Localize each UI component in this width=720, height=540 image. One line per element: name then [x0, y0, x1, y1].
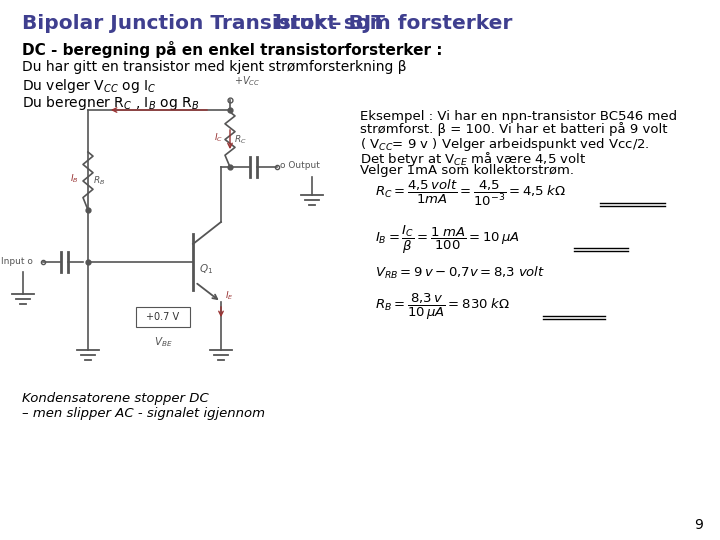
- Text: – men slipper AC - signalet igjennom: – men slipper AC - signalet igjennom: [22, 407, 265, 420]
- Text: DC - beregning på en enkel transistorforsterker :: DC - beregning på en enkel transistorfor…: [22, 41, 443, 58]
- Text: o Output: o Output: [280, 161, 320, 171]
- Text: strømforst. β = 100. Vi har et batteri på 9 volt: strømforst. β = 100. Vi har et batteri p…: [360, 122, 667, 136]
- Text: Du beregner R$_C$ , I$_B$ og R$_B$: Du beregner R$_C$ , I$_B$ og R$_B$: [22, 94, 199, 112]
- FancyBboxPatch shape: [136, 307, 190, 327]
- Text: Velger 1mA som kollektorstrøm.: Velger 1mA som kollektorstrøm.: [360, 164, 574, 177]
- Text: $V_{RB} = 9\,v - 0{,}7v = 8{,}3\;volt$: $V_{RB} = 9\,v - 0{,}7v = 8{,}3\;volt$: [375, 265, 545, 281]
- Text: Bipolar Junction Transistor – BJT: Bipolar Junction Transistor – BJT: [22, 14, 385, 33]
- Text: $I_C$: $I_C$: [214, 131, 223, 144]
- Text: +0.7 V: +0.7 V: [146, 312, 179, 322]
- Text: $I_B = \dfrac{I_C}{\beta} = \dfrac{1\;mA}{100} = 10\,\mu A$: $I_B = \dfrac{I_C}{\beta} = \dfrac{1\;mA…: [375, 224, 520, 256]
- Text: brukt som forsterker: brukt som forsterker: [275, 14, 513, 33]
- Text: Input o: Input o: [1, 256, 33, 266]
- Text: $Q_1$: $Q_1$: [199, 262, 213, 276]
- Text: $V_{BE}$: $V_{BE}$: [153, 335, 172, 349]
- Text: $R_C = \dfrac{4{,}5\,volt}{1mA} = \dfrac{4{,}5}{10^{-3}} = 4{,}5\;k\Omega$: $R_C = \dfrac{4{,}5\,volt}{1mA} = \dfrac…: [375, 178, 566, 208]
- Text: Det betyr at V$_{CE}$ må være 4,5 volt: Det betyr at V$_{CE}$ må være 4,5 volt: [360, 150, 586, 168]
- Text: $+V_{CC}$: $+V_{CC}$: [234, 74, 261, 88]
- Text: Du har gitt en transistor med kjent strømforsterkning β: Du har gitt en transistor med kjent strø…: [22, 60, 407, 74]
- Text: $R_B = \dfrac{8{,}3\,v}{10\,\mu A} = 830\;k\Omega$: $R_B = \dfrac{8{,}3\,v}{10\,\mu A} = 830…: [375, 292, 510, 322]
- Text: Eksempel : Vi har en npn-transistor BC546 med: Eksempel : Vi har en npn-transistor BC54…: [360, 110, 677, 123]
- Text: $I_E$: $I_E$: [225, 289, 234, 301]
- Text: ( V$_{CC}$= 9 v ) Velger arbeidspunkt ved Vcc/2.: ( V$_{CC}$= 9 v ) Velger arbeidspunkt ve…: [360, 136, 649, 153]
- Text: 9: 9: [694, 518, 703, 532]
- Text: $R_B$: $R_B$: [93, 175, 105, 187]
- Text: Kondensatorene stopper DC: Kondensatorene stopper DC: [22, 392, 209, 405]
- Text: $R_C$: $R_C$: [234, 133, 247, 146]
- Text: Du velger V$_{CC}$ og I$_C$: Du velger V$_{CC}$ og I$_C$: [22, 77, 157, 95]
- Text: $I_B$: $I_B$: [70, 173, 78, 185]
